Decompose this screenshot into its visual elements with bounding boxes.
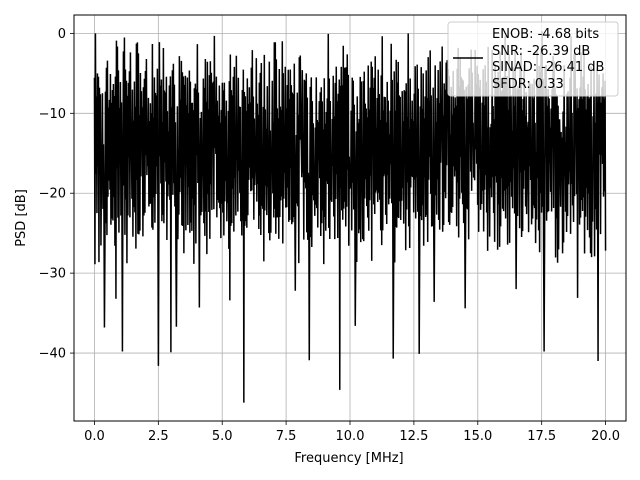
x-axis-ticks: 0.0 2.5 5.0 7.5 10.0 12.5 15.0 17.5 20.0 [84,421,620,444]
legend-entry-enob: ENOB: -4.68 bits [492,27,599,42]
legend-entry-sfdr: SFDR: 0.33 [492,77,564,92]
x-tick-label: 5.0 [212,429,233,444]
y-tick-label: 0 [58,27,66,42]
legend-entry-snr: SNR: -26.39 dB [492,44,590,59]
x-tick-label: 12.5 [399,429,428,444]
legend-box [447,21,619,97]
x-axis-label: Frequency [MHz] [294,451,403,466]
y-axis-label: PSD [dB] [14,189,29,247]
x-tick-label: 10.0 [336,429,365,444]
x-tick-label: 15.0 [463,429,492,444]
y-tick-label: −10 [39,107,66,122]
x-tick-label: 0.0 [84,429,105,444]
legend-entry-sinad: SINAD: -26.41 dB [492,60,604,75]
x-tick-label: 2.5 [148,429,169,444]
y-tick-label: −30 [39,267,66,282]
y-tick-label: −40 [39,347,66,362]
y-tick-label: −20 [39,187,66,202]
x-tick-label: 17.5 [527,429,556,444]
x-tick-label: 20.0 [591,429,620,444]
y-axis-ticks: 0 −10 −20 −30 −40 [39,27,74,362]
legend: ENOB: -4.68 bits SNR: -26.39 dB SINAD: -… [447,21,619,97]
x-tick-label: 7.5 [276,429,297,444]
psd-series-line [93,31,607,403]
plot-area [93,31,607,403]
